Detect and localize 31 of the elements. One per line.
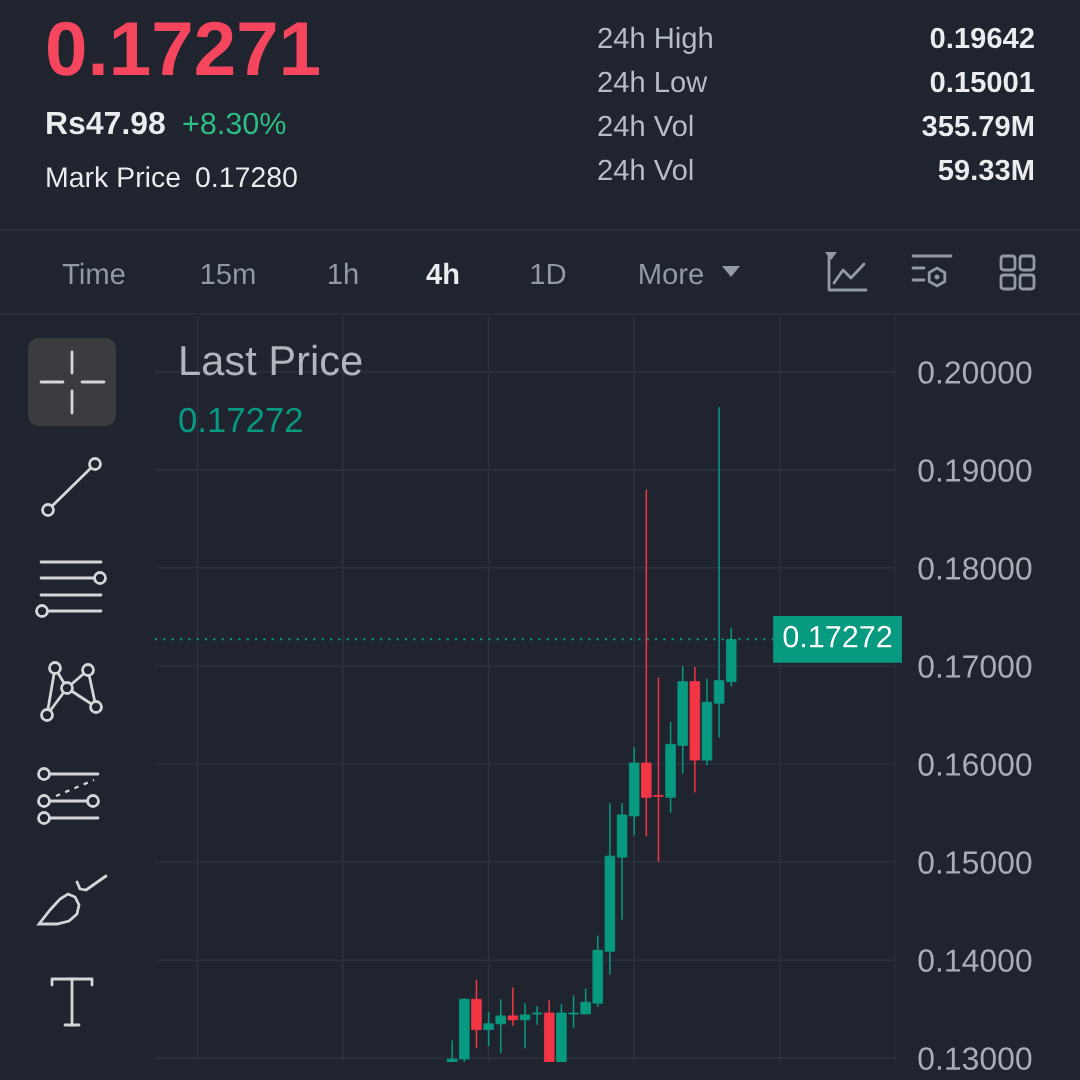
text: 15m — [201, 263, 255, 285]
text: Rs47.98 — [47, 111, 165, 135]
text: 0.17271 — [48, 21, 319, 76]
ref-line-label: 0.17272 — [783, 625, 892, 648]
y-tick-label: 0.13000 — [918, 1047, 1032, 1070]
text: 0.17272 — [179, 407, 302, 433]
text: More — [640, 263, 703, 285]
text: +8.30% — [183, 112, 286, 135]
y-tick-label: 0.20000 — [918, 361, 1032, 384]
text: 24h Vol — [598, 158, 693, 181]
text: 24h High — [598, 26, 712, 55]
text: 24h Low — [598, 70, 708, 93]
y-tick-label: 0.19000 — [918, 459, 1032, 482]
text: 0.19642 — [930, 27, 1034, 49]
y-tick-label: 0.17000 — [918, 655, 1032, 678]
text: 4h — [426, 262, 459, 284]
y-tick-label: 0.18000 — [918, 557, 1032, 580]
text: Time — [62, 262, 125, 285]
text: 0.15001 — [930, 71, 1035, 93]
candlestick — [507, 986, 519, 1027]
text: Mark Price — [47, 166, 180, 188]
text: 1h — [329, 262, 358, 284]
y-tick-label: 0.16000 — [918, 753, 1032, 776]
text: 355.79M — [922, 115, 1034, 137]
text: Last Price — [181, 344, 362, 376]
text: 59.33M — [938, 159, 1034, 181]
text: 24h Vol — [598, 114, 693, 137]
text: 1D — [531, 263, 566, 284]
text: 0.17280 — [196, 167, 297, 188]
y-tick-label: 0.15000 — [918, 851, 1032, 874]
y-tick-label: 0.14000 — [918, 949, 1032, 972]
